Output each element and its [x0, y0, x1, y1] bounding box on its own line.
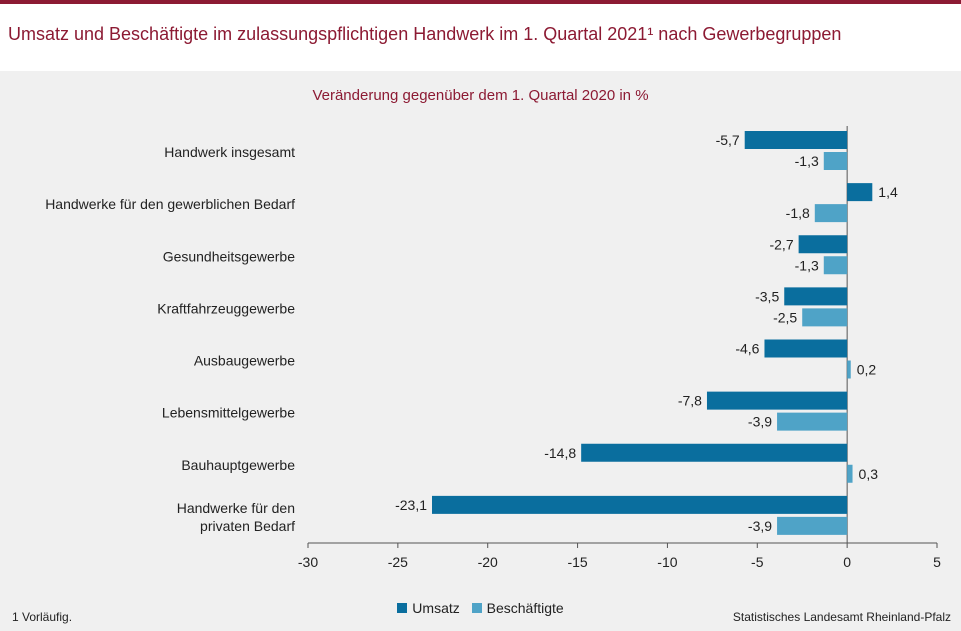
top-accent-line — [0, 0, 961, 4]
category-label: Handwerke für den — [177, 500, 295, 516]
data-label: -4,6 — [735, 341, 759, 357]
legend-label-beschaeftigte: Beschäftigte — [486, 600, 564, 616]
source-note: Statistisches Landesamt Rheinland-Pfalz — [732, 610, 951, 624]
data-label: 0,2 — [857, 362, 877, 378]
bar-beschaeftigte — [777, 412, 848, 431]
category-label: Kraftfahrzeuggewerbe — [157, 300, 295, 316]
data-label: -3,9 — [748, 518, 772, 534]
bar-umsatz — [432, 495, 848, 514]
data-label: -3,5 — [755, 288, 779, 304]
bar-umsatz — [847, 183, 873, 202]
x-tick-label: -30 — [298, 554, 318, 570]
bar-beschaeftigte — [847, 464, 853, 483]
data-label: -23,1 — [395, 497, 427, 513]
data-label: 1,4 — [878, 184, 898, 200]
data-label: -1,3 — [795, 153, 819, 169]
x-tick-label: -25 — [388, 554, 408, 570]
data-label: -3,9 — [748, 414, 772, 430]
footnote: 1 Vorläufig. — [12, 610, 73, 624]
chart-title: Umsatz und Beschäftigte im zulassungspfl… — [8, 24, 842, 44]
legend: Umsatz Beschäftigte — [0, 600, 961, 616]
chart-subtitle: Veränderung gegenüber dem 1. Quartal 202… — [312, 87, 649, 104]
category-label: privaten Bedarf — [200, 518, 295, 534]
category-label: Handwerke für den gewerblichen Bedarf — [45, 196, 295, 212]
data-label: -1,8 — [786, 205, 810, 221]
bar-beschaeftigte — [777, 516, 848, 535]
bar-beschaeftigte — [823, 152, 848, 170]
bar-umsatz — [581, 443, 848, 462]
bar-umsatz — [744, 131, 848, 149]
data-label: -5,7 — [716, 132, 740, 148]
bar-beschaeftigte — [823, 256, 848, 275]
legend-label-umsatz: Umsatz — [412, 600, 460, 616]
x-tick-label: -10 — [657, 554, 677, 570]
legend-item-beschaeftigte: Beschäftigte — [471, 600, 564, 616]
legend-item-umsatz: Umsatz — [397, 600, 460, 616]
data-label: -2,5 — [773, 309, 797, 325]
x-tick-label: 0 — [843, 554, 851, 570]
x-tick-label: -20 — [478, 554, 498, 570]
x-tick-label: -15 — [567, 554, 587, 570]
bar-umsatz — [798, 235, 848, 254]
bar-umsatz — [784, 287, 848, 306]
bar-beschaeftigte — [814, 204, 848, 223]
bar-umsatz — [764, 339, 848, 358]
bar-umsatz — [706, 391, 848, 410]
category-label: Handwerk insgesamt — [164, 144, 295, 160]
data-label: -7,8 — [678, 393, 702, 409]
category-label: Lebensmittelgewerbe — [162, 405, 295, 421]
x-tick-label: -5 — [751, 554, 764, 570]
data-label: 0,3 — [859, 466, 879, 482]
data-label: -1,3 — [795, 257, 819, 273]
header-bar — [0, 4, 961, 71]
category-label: Ausbaugewerbe — [194, 353, 295, 369]
legend-swatch-beschaeftigte — [471, 603, 482, 613]
x-tick-label: 5 — [933, 554, 941, 570]
data-label: -2,7 — [769, 236, 793, 252]
legend-swatch-umsatz — [397, 603, 408, 613]
data-label: -14,8 — [544, 445, 576, 461]
bar-beschaeftigte — [802, 308, 848, 327]
category-label: Gesundheitsgewerbe — [163, 248, 296, 264]
category-label: Bauhauptgewerbe — [181, 457, 295, 473]
bar-beschaeftigte — [847, 360, 851, 379]
